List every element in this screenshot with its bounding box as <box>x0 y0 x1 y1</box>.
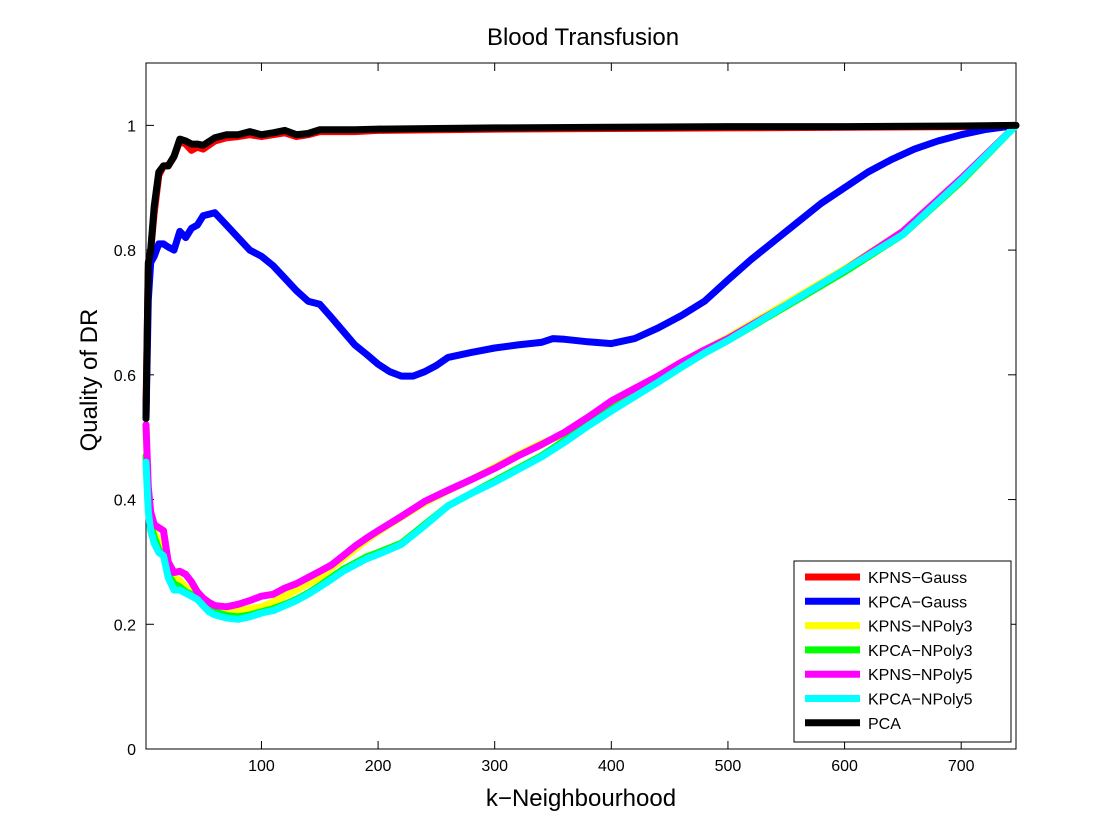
legend-label-5: KPCA−NPoly5 <box>868 692 973 709</box>
x-tick-label: 300 <box>481 758 508 775</box>
x-tick-label: 500 <box>715 758 742 775</box>
x-tick-label: 600 <box>831 758 858 775</box>
legend-label-6: PCA <box>868 716 901 733</box>
series-lines <box>142 121 1020 623</box>
legend-label-4: KPNS−NPoly5 <box>868 667 973 684</box>
axis-ticks: 100 200 300 400 500 600 700 0 0.2 0.4 0.6 0.8 1 <box>114 63 1016 775</box>
series-line-6 <box>142 121 1020 422</box>
legend-label-2: KPNS−NPoly3 <box>868 619 973 636</box>
y-tick-label: 0.6 <box>114 368 136 385</box>
legend-label-0: KPNS−Gauss <box>868 570 967 587</box>
y-axis-label: Quality of DR <box>76 309 103 452</box>
legend-label-3: KPCA−NPoly3 <box>868 643 973 660</box>
y-tick-label: 1 <box>127 118 136 135</box>
x-axis-label: k−Neighbourhood <box>486 785 676 812</box>
y-tick-label: 0.2 <box>114 617 136 634</box>
y-tick-label: 0 <box>127 742 136 759</box>
series-line-5 <box>142 121 1020 623</box>
x-tick-label: 400 <box>598 758 625 775</box>
chart-title: Blood Transfusion <box>487 24 679 51</box>
y-tick-label: 0.4 <box>114 493 136 510</box>
legend-label-1: KPCA−Gauss <box>868 594 967 611</box>
series-line-1 <box>142 121 1020 422</box>
legend: KPNS−Gauss KPCA−Gauss KPNS−NPoly3 KPCA−NPol… <box>793 560 1012 743</box>
x-tick-label: 200 <box>365 758 392 775</box>
x-tick-label: 100 <box>248 758 275 775</box>
series-line-4 <box>142 121 1020 611</box>
y-tick-label: 0.8 <box>114 243 136 260</box>
x-tick-label: 700 <box>948 758 975 775</box>
